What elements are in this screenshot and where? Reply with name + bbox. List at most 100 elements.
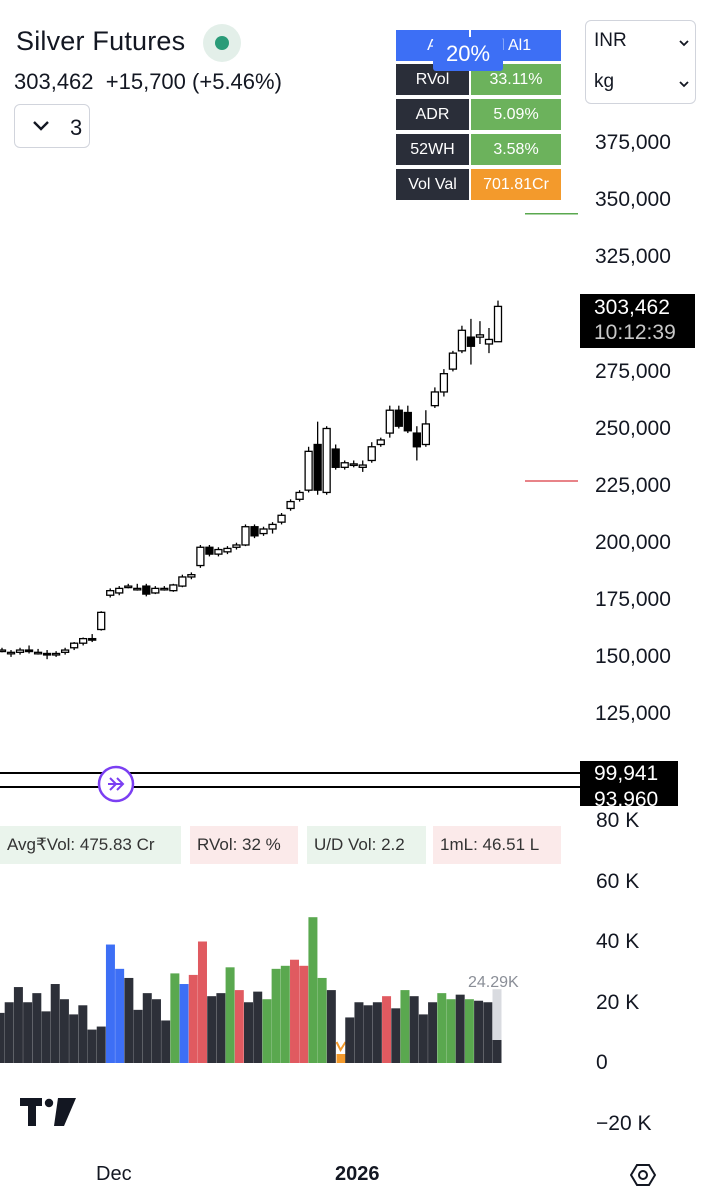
stats-row-volval: Vol Val 701.81Cr xyxy=(396,169,561,200)
candle-body xyxy=(250,526,259,537)
candle-body xyxy=(295,491,304,500)
volume-bar xyxy=(455,994,465,1063)
candle-body xyxy=(277,514,286,523)
candle-body xyxy=(367,446,376,462)
percent-badge: 20% xyxy=(433,37,503,71)
stats-row-adr: ADR 5.09% xyxy=(396,99,561,130)
rvol-pill: RVol: 32 % xyxy=(190,826,298,864)
collapse-indicators-button[interactable]: 3 xyxy=(14,104,90,148)
candle-body xyxy=(268,523,277,530)
candle-body xyxy=(178,576,187,587)
candle-body xyxy=(169,584,178,592)
stats-value: 701.81Cr xyxy=(471,169,561,200)
volume-bar xyxy=(23,1002,33,1063)
candle-body xyxy=(60,649,70,653)
price-change-line: 303,462 +15,700 (+5.46%) xyxy=(14,69,282,95)
countdown-timer: 10:12:39 xyxy=(594,321,676,344)
candle-body xyxy=(79,637,88,644)
volume-bar xyxy=(299,965,309,1063)
volume-bar xyxy=(280,965,290,1063)
volume-bar xyxy=(59,999,69,1063)
volume-axis-tick: 40 K xyxy=(596,930,640,953)
volume-bar xyxy=(151,999,161,1063)
volume-bar xyxy=(188,974,198,1063)
candle-body xyxy=(187,574,196,578)
price-axis-tick: 150,000 xyxy=(595,645,671,668)
price-axis-tick: 275,000 xyxy=(595,360,671,383)
volume-bar xyxy=(290,959,300,1063)
volume-bar xyxy=(446,999,456,1063)
unit-select[interactable]: kg xyxy=(594,71,615,92)
candle-body xyxy=(349,463,358,467)
last-price-tag: 303,462 10:12:39 xyxy=(580,294,695,348)
stats-value: 3.58% xyxy=(471,134,561,165)
volume-bar xyxy=(492,989,502,1063)
volume-bar xyxy=(124,977,134,1063)
price-axis-tick: 375,000 xyxy=(595,131,671,154)
candle-body xyxy=(97,611,106,631)
candle-body xyxy=(466,336,476,347)
volume-bar xyxy=(437,993,447,1063)
volume-bar xyxy=(382,996,392,1063)
volume-bar xyxy=(428,1002,438,1063)
volume-bar xyxy=(161,1020,171,1063)
candle-body xyxy=(421,423,431,446)
stats-label: ADR xyxy=(396,99,469,130)
volume-bar xyxy=(133,1009,143,1063)
live-dot-icon xyxy=(215,36,229,50)
volume-bar xyxy=(179,984,189,1063)
time-axis-label: Dec xyxy=(96,1163,132,1185)
candle-body xyxy=(439,373,449,393)
volume-bar xyxy=(207,996,217,1063)
avg-vol-pill: Avg₹Vol: 475.83 Cr xyxy=(0,826,181,864)
price-change: +15,700 xyxy=(105,69,186,94)
candle-body xyxy=(493,305,503,343)
volume-bar xyxy=(372,1002,382,1063)
settings-gear-icon[interactable] xyxy=(630,1162,656,1188)
volume-bar xyxy=(492,1040,502,1063)
currency-select[interactable]: INR xyxy=(594,30,627,51)
currency-unit-selector[interactable]: INR kg xyxy=(585,20,696,104)
candle-body xyxy=(15,649,25,653)
candle-body xyxy=(24,649,34,653)
volume-bar xyxy=(87,1029,97,1063)
candle-body xyxy=(313,443,322,491)
stats-value: 5.09% xyxy=(471,99,561,130)
tradingview-logo-icon[interactable] xyxy=(20,1098,76,1128)
chevron-down-icon xyxy=(679,40,689,47)
price-axis-tick: 175,000 xyxy=(595,588,671,611)
last-price-tag-value: 303,462 xyxy=(594,296,670,319)
volume-bar xyxy=(13,987,23,1063)
symbol-title: Silver Futures xyxy=(16,26,186,56)
volume-bar xyxy=(262,999,272,1063)
volume-bar xyxy=(197,941,207,1063)
candle-body xyxy=(124,585,133,589)
volume-bar xyxy=(225,967,235,1063)
volume-bar xyxy=(400,990,410,1063)
candle-body xyxy=(394,409,403,427)
candle-body xyxy=(133,587,142,591)
candle-body xyxy=(259,528,268,535)
volume-axis-tick: 20 K xyxy=(596,991,640,1014)
ma-value-tag: 93,960 xyxy=(580,786,678,806)
volume-bar xyxy=(409,996,419,1063)
price-change-pct: (+5.46%) xyxy=(192,69,282,94)
one-ml-pill: 1mL: 46.51 L xyxy=(433,826,561,864)
candle-body xyxy=(322,427,331,494)
candle-body xyxy=(232,544,241,548)
volume-bar xyxy=(4,1002,14,1063)
candle-body xyxy=(223,547,232,553)
candle-body xyxy=(42,652,52,656)
candle-body xyxy=(331,448,340,468)
candle-body xyxy=(358,464,367,468)
volume-bar xyxy=(317,977,327,1063)
ma-value-tag: 99,941 xyxy=(580,761,678,786)
candle-body xyxy=(340,462,349,468)
candle-body xyxy=(385,409,394,434)
candle-body xyxy=(51,652,61,656)
market-status-indicator xyxy=(203,24,241,62)
candle-body xyxy=(69,642,79,649)
candle-body xyxy=(457,329,467,352)
volume-bar xyxy=(78,1005,88,1063)
